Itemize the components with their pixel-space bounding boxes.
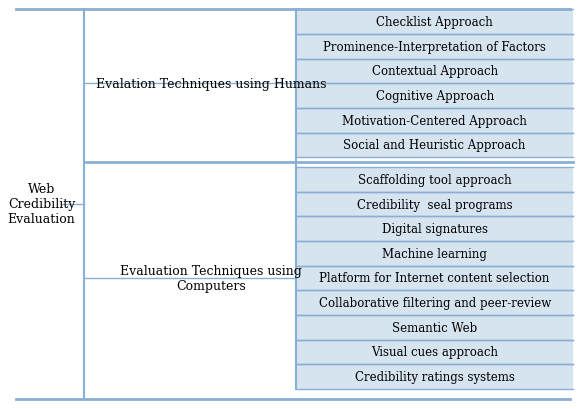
Bar <box>296 266 573 290</box>
Bar <box>296 217 573 241</box>
Text: Platform for Internet content selection: Platform for Internet content selection <box>320 272 550 285</box>
Text: Credibility ratings systems: Credibility ratings systems <box>355 370 515 383</box>
Text: Checklist Approach: Checklist Approach <box>376 16 493 29</box>
Bar <box>296 364 573 389</box>
Text: Collaborative filtering and peer-review: Collaborative filtering and peer-review <box>318 297 551 309</box>
Bar <box>296 290 573 315</box>
Text: Evalation Techniques using Humans: Evalation Techniques using Humans <box>96 78 327 90</box>
Text: Social and Heuristic Approach: Social and Heuristic Approach <box>343 139 526 152</box>
Text: Motivation-Centered Approach: Motivation-Centered Approach <box>342 115 527 128</box>
Text: Prominence-Interpretation of Factors: Prominence-Interpretation of Factors <box>323 41 546 54</box>
Text: Evaluation Techniques using
Computers: Evaluation Techniques using Computers <box>120 264 302 292</box>
Bar <box>296 59 573 84</box>
Text: Digital signatures: Digital signatures <box>382 222 487 236</box>
Text: Visual cues approach: Visual cues approach <box>371 346 498 358</box>
Bar <box>296 315 573 340</box>
Text: Credibility  seal programs: Credibility seal programs <box>357 198 512 211</box>
Bar <box>296 192 573 217</box>
Text: Semantic Web: Semantic Web <box>392 321 477 334</box>
Bar <box>296 84 573 109</box>
Bar <box>296 340 573 364</box>
Bar <box>296 35 573 59</box>
Bar <box>296 168 573 192</box>
Text: Contextual Approach: Contextual Approach <box>372 65 498 78</box>
Text: Web
Credibility
Evaluation: Web Credibility Evaluation <box>8 183 76 226</box>
Bar <box>296 133 573 158</box>
Text: Scaffolding tool approach: Scaffolding tool approach <box>358 173 511 187</box>
Text: Machine learning: Machine learning <box>382 247 487 260</box>
Bar <box>296 241 573 266</box>
Bar <box>296 109 573 133</box>
Bar <box>296 10 573 35</box>
Text: Cognitive Approach: Cognitive Approach <box>375 90 494 103</box>
